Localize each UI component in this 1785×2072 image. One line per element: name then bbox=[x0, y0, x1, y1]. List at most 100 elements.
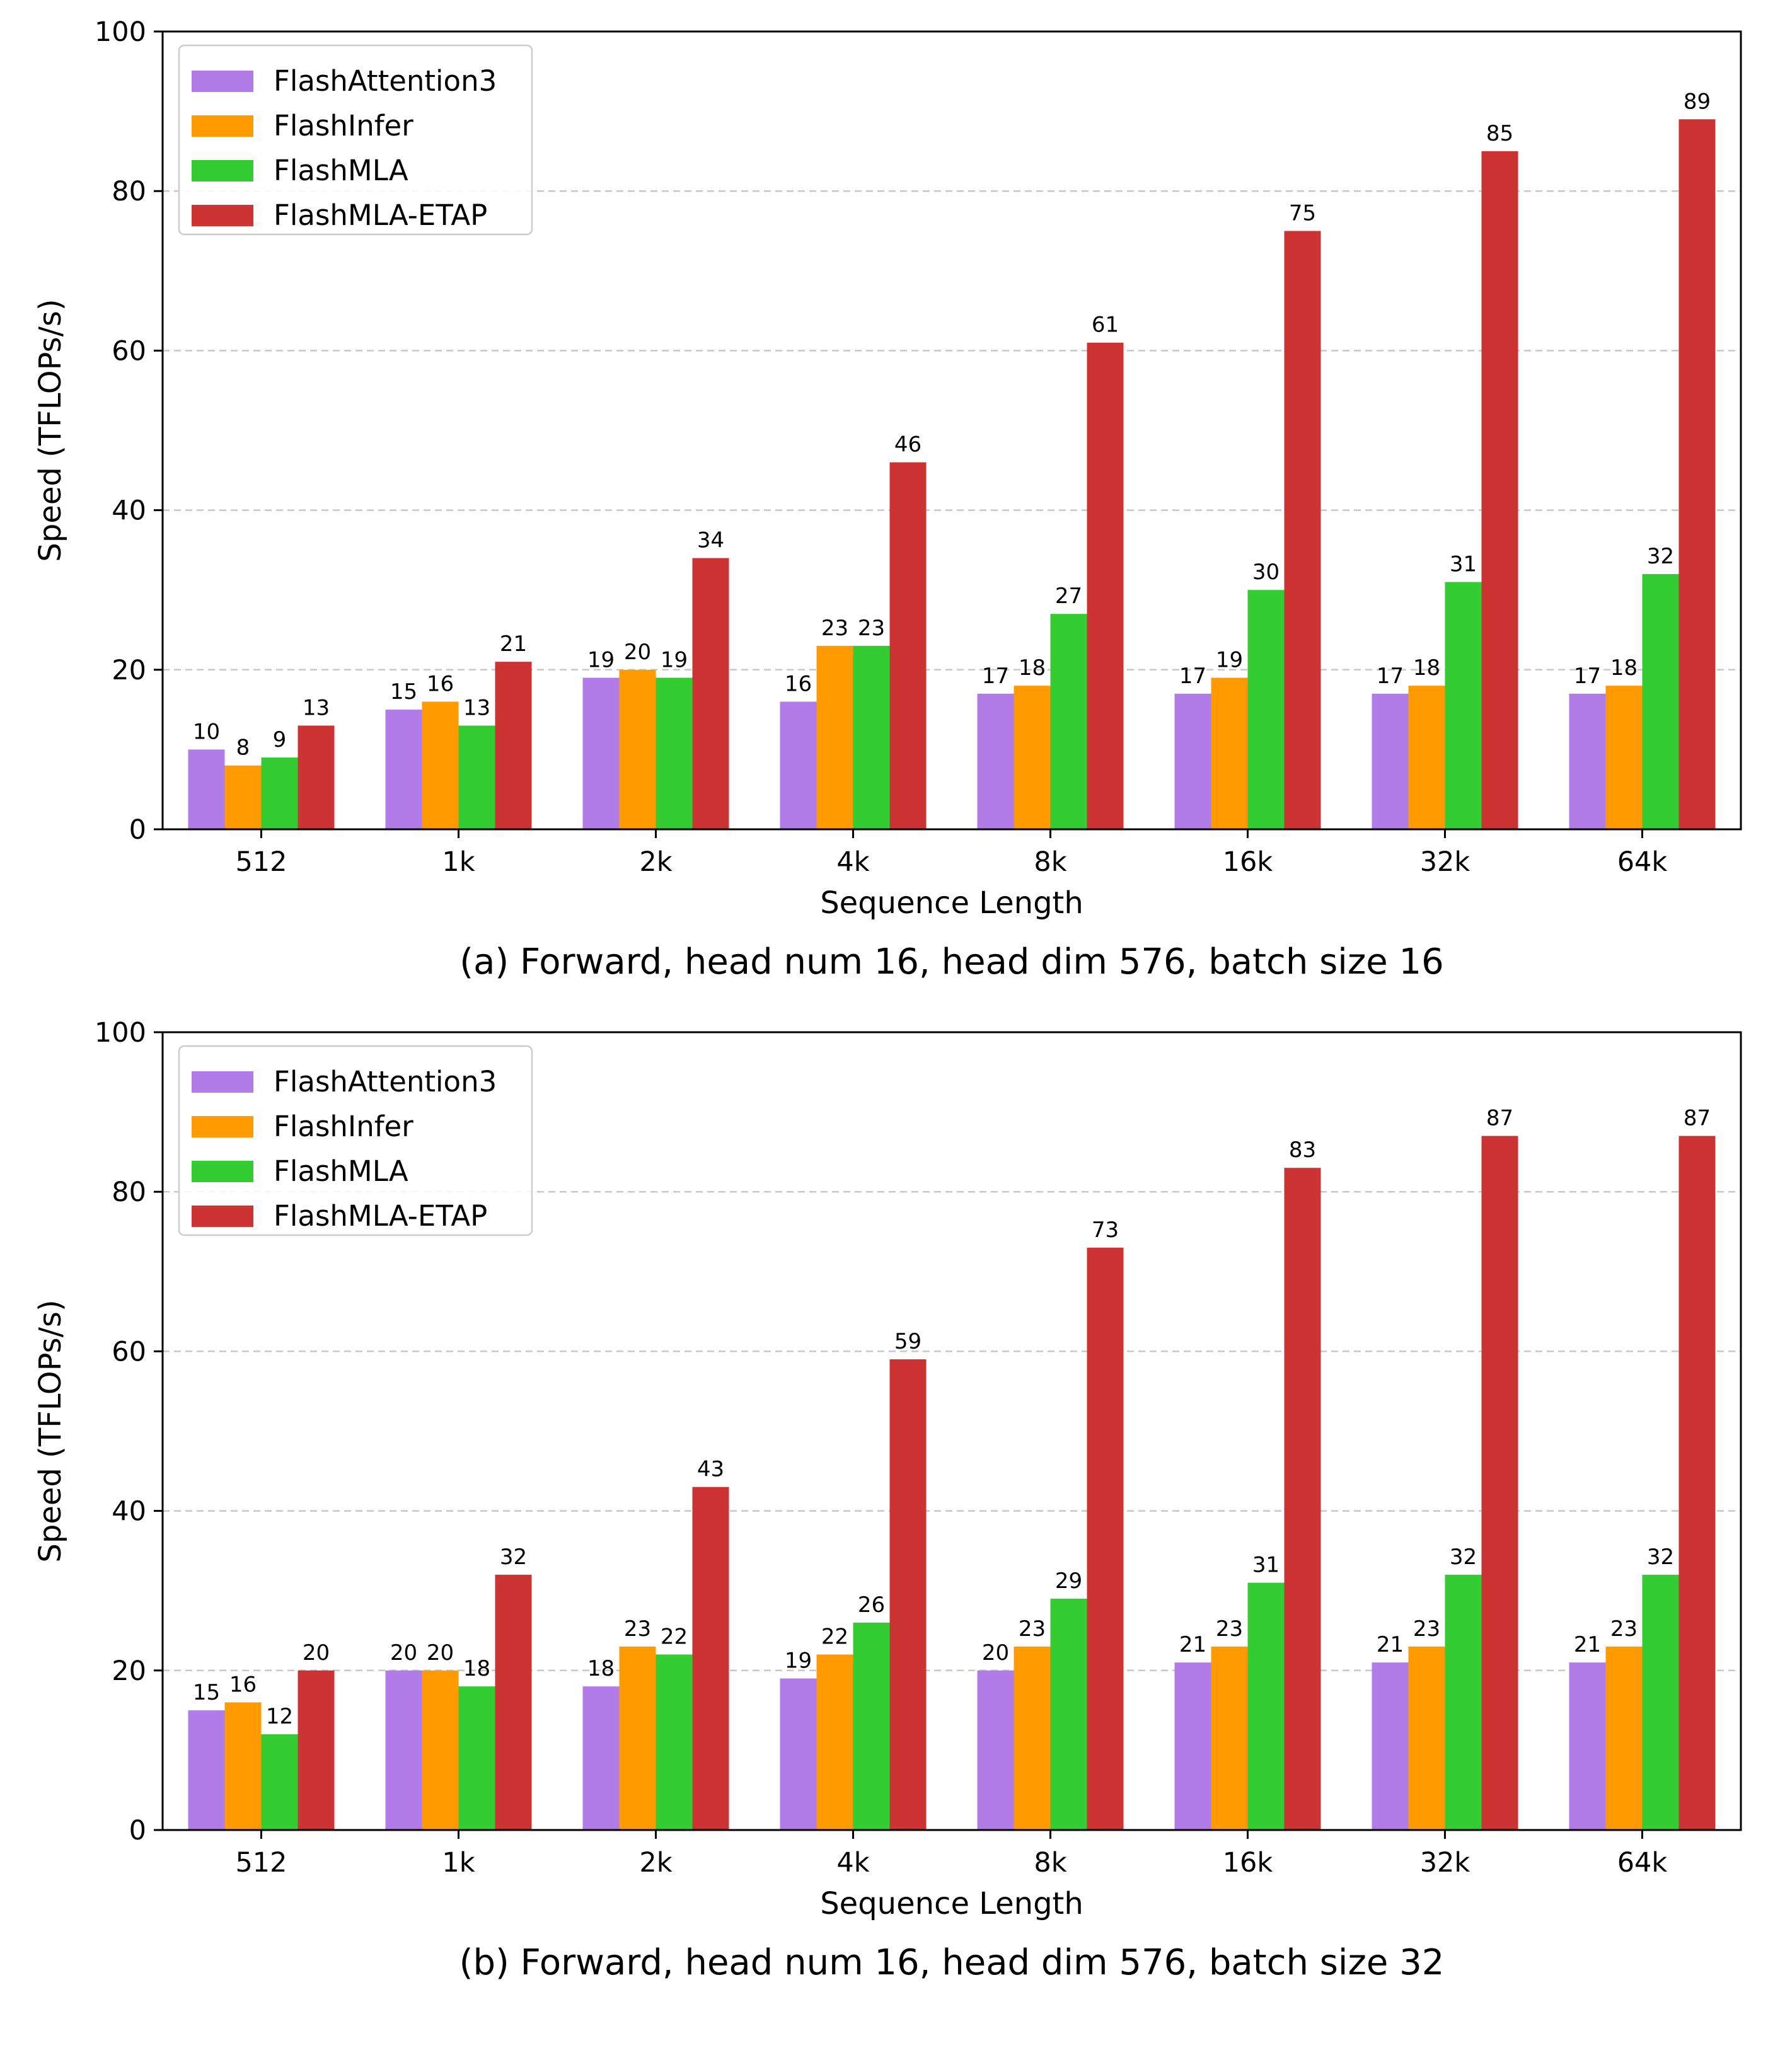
bar-flashmla-4k bbox=[853, 1622, 890, 1830]
bar-flashmla-1k bbox=[458, 1686, 495, 1830]
y-tick-label: 20 bbox=[112, 655, 146, 686]
bar-flashmla-etap-32k bbox=[1481, 151, 1518, 829]
bar-flashinfer-2k bbox=[619, 1646, 656, 1830]
bar-value-label: 18 bbox=[587, 1656, 615, 1681]
bar-flashmla-64k bbox=[1642, 1574, 1679, 1830]
bar-flashattention3-32k bbox=[1372, 693, 1409, 829]
bar-flashattention3-64k bbox=[1569, 693, 1606, 829]
bar-value-label: 17 bbox=[1377, 664, 1404, 689]
x-tick-label: 8k bbox=[1034, 846, 1066, 878]
bar-flashmla-8k bbox=[1050, 614, 1087, 829]
bar-flashmla-16k bbox=[1247, 1582, 1285, 1830]
legend: FlashAttention3 FlashInfer FlashMLA FlashML… bbox=[178, 1045, 533, 1236]
plot-frame bbox=[161, 1031, 1742, 1831]
bar-flashinfer-1k bbox=[422, 701, 459, 829]
x-tick-label: 16k bbox=[1223, 846, 1273, 878]
bar-value-label: 23 bbox=[821, 616, 848, 641]
bar-value-label: 13 bbox=[463, 695, 490, 720]
legend-box bbox=[178, 44, 533, 236]
bar-value-label: 20 bbox=[390, 1640, 417, 1666]
bar-value-label: 12 bbox=[266, 1704, 293, 1729]
bar-flashattention3-16k bbox=[1174, 693, 1211, 829]
bar-value-label: 10 bbox=[193, 719, 220, 744]
legend: FlashAttention3 FlashInfer FlashMLA FlashML… bbox=[178, 44, 533, 236]
bar-value-label: 85 bbox=[1486, 121, 1513, 146]
bar-value-label: 21 bbox=[1179, 1632, 1206, 1657]
bar-value-label: 23 bbox=[1019, 1616, 1046, 1642]
bar-flashinfer-16k bbox=[1211, 1646, 1248, 1830]
bar-value-label: 20 bbox=[427, 1640, 454, 1666]
x-tick-label: 32k bbox=[1420, 1847, 1470, 1879]
legend-label: FlashMLA-ETAP bbox=[274, 199, 487, 232]
bar-value-label: 21 bbox=[500, 631, 527, 657]
bar-flashattention3-1k bbox=[385, 1670, 422, 1830]
legend-label: FlashInfer bbox=[274, 1110, 413, 1143]
bar-value-label: 59 bbox=[894, 1329, 921, 1354]
bar-flashinfer-64k bbox=[1605, 686, 1643, 829]
bar-flashattention3-8k bbox=[977, 693, 1014, 829]
bar-value-label: 34 bbox=[697, 528, 724, 553]
legend-label: FlashMLA bbox=[274, 1154, 408, 1188]
figure-caption: (a) Forward, head num 16, head dim 576, … bbox=[459, 941, 1444, 982]
bar-flashmla-etap-64k bbox=[1678, 119, 1716, 829]
y-tick-label: 20 bbox=[112, 1655, 146, 1687]
bar-flashmla-2k bbox=[656, 1654, 693, 1830]
x-axis-title: Sequence Length bbox=[820, 1886, 1083, 1921]
bar-value-label: 18 bbox=[463, 1656, 490, 1681]
bar-value-label: 23 bbox=[1216, 1616, 1243, 1642]
y-tick-label: 40 bbox=[112, 495, 146, 527]
bar-flashattention3-64k bbox=[1569, 1662, 1606, 1830]
y-axis-title: Speed (TFLOPs/s) bbox=[33, 299, 68, 561]
bar-value-label: 46 bbox=[894, 432, 921, 458]
bar-flashmla-8k bbox=[1050, 1598, 1087, 1830]
bar-value-label: 32 bbox=[1450, 1545, 1477, 1570]
x-tick-label: 16k bbox=[1223, 1847, 1273, 1879]
bar-value-label: 19 bbox=[661, 647, 688, 672]
bar-flashmla-etap-1k bbox=[495, 1574, 532, 1830]
figure-caption: (b) Forward, head num 16, head dim 576, … bbox=[459, 1942, 1445, 1983]
bar-value-label: 18 bbox=[1019, 655, 1046, 681]
y-tick-label: 60 bbox=[112, 1336, 146, 1367]
x-axis-title: Sequence Length bbox=[820, 885, 1083, 921]
bar-flashmla-etap-32k bbox=[1481, 1136, 1518, 1830]
bar-flashmla-2k bbox=[656, 677, 693, 829]
bar-value-label: 26 bbox=[858, 1592, 885, 1618]
bar-flashmla-16k bbox=[1247, 590, 1285, 829]
bar-value-label: 20 bbox=[982, 1640, 1009, 1666]
bar-flashmla-etap-16k bbox=[1284, 1168, 1321, 1830]
legend-swatch-flashmla-etap bbox=[192, 1206, 253, 1227]
x-tick-label: 32k bbox=[1420, 846, 1470, 878]
legend-swatch-flashmla bbox=[192, 160, 253, 181]
bar-flashattention3-2k bbox=[582, 1686, 620, 1830]
bar-flashmla-etap-4k bbox=[889, 462, 927, 829]
bar-flashmla-etap-64k bbox=[1678, 1136, 1716, 1830]
bar-value-label: 16 bbox=[229, 1672, 257, 1697]
y-tick-label: 0 bbox=[129, 1815, 146, 1846]
bar-value-label: 32 bbox=[1647, 1545, 1674, 1570]
bar-value-label: 30 bbox=[1252, 560, 1280, 585]
bar-value-label: 73 bbox=[1092, 1217, 1119, 1243]
bar-flashinfer-8k bbox=[1014, 686, 1051, 829]
chart-panel-a: 10 8 9 13 15 16 13 21 19 20 19 34 16 23 23 46 17 18 27 61 17… bbox=[33, 16, 1742, 982]
bar-value-label: 20 bbox=[624, 640, 651, 665]
bar-flashinfer-4k bbox=[816, 645, 853, 829]
bar-value-label: 22 bbox=[661, 1624, 688, 1649]
chart-panel-b: 15 16 12 20 20 20 18 32 18 23 22 43 19 22 26 59 20 23 29 73… bbox=[33, 1017, 1742, 1983]
x-tick-label: 2k bbox=[639, 1847, 672, 1879]
legend-swatch-flashattention3 bbox=[192, 1071, 253, 1093]
x-tick-label: 64k bbox=[1617, 846, 1668, 878]
x-tick-label: 4k bbox=[836, 1847, 869, 1879]
bar-flashattention3-4k bbox=[780, 701, 817, 829]
y-axis-title: Speed (TFLOPs/s) bbox=[33, 1299, 68, 1562]
bar-value-label: 27 bbox=[1055, 584, 1082, 609]
bar-value-label: 17 bbox=[982, 664, 1009, 689]
x-tick-label: 4k bbox=[836, 846, 869, 878]
legend-label: FlashAttention3 bbox=[274, 1065, 497, 1098]
x-tick-label: 1k bbox=[442, 1847, 475, 1879]
bar-value-label: 23 bbox=[1610, 1616, 1638, 1642]
bar-value-label: 29 bbox=[1055, 1568, 1082, 1594]
bar-flashmla-etap-512 bbox=[298, 725, 335, 829]
bar-flashmla-etap-8k bbox=[1087, 1247, 1124, 1830]
bar-flashinfer-32k bbox=[1408, 1646, 1445, 1830]
bar-flashattention3-1k bbox=[385, 710, 422, 829]
